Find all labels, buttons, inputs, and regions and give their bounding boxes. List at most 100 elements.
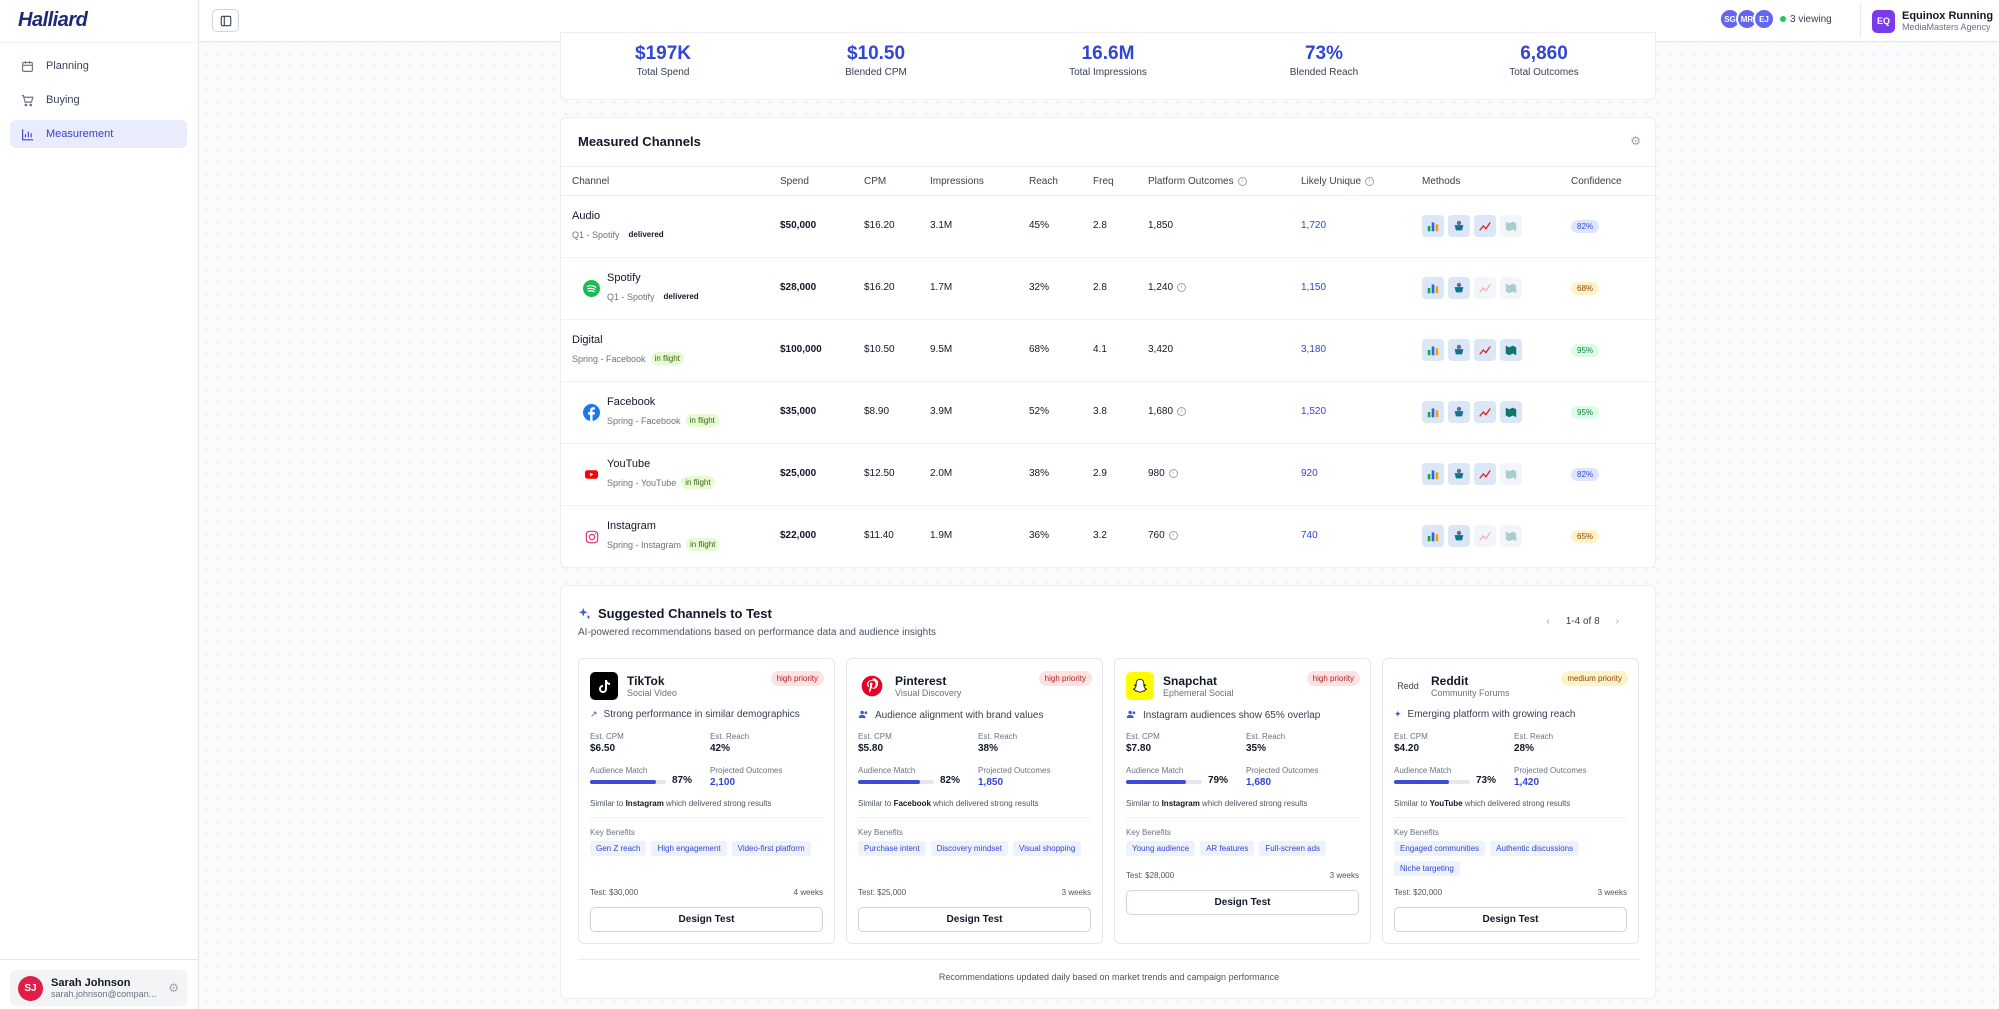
- line-chart-method-icon[interactable]: [1474, 525, 1496, 547]
- test-tube-method-icon[interactable]: [1448, 525, 1470, 547]
- cell-reach: 32%: [1029, 282, 1050, 293]
- cell-spend: $35,000: [780, 406, 817, 417]
- divider: [578, 959, 1640, 960]
- cell-impressions: 1.7M: [930, 282, 953, 293]
- key-benefits-label: Key Benefits: [858, 828, 903, 837]
- stat-label: Blended CPM: [845, 67, 907, 78]
- channel-name: Digital: [572, 334, 603, 346]
- column-header[interactable]: Channel: [572, 176, 610, 187]
- test-tube-method-icon[interactable]: [1448, 277, 1470, 299]
- cell-spend: $50,000: [780, 220, 817, 231]
- section-title: Suggested Channels to Test: [578, 606, 772, 621]
- test-tube-method-icon[interactable]: [1448, 463, 1470, 485]
- bar-chart-method-icon[interactable]: [1422, 401, 1444, 423]
- channel-campaign: Spring - Facebook in flight: [572, 352, 684, 365]
- gear-icon[interactable]: ⚙: [1630, 134, 1641, 148]
- cell-likely-unique[interactable]: 740: [1301, 530, 1318, 541]
- column-header-label: Platform Outcomes: [1148, 176, 1234, 187]
- cell-likely-unique[interactable]: 3,180: [1301, 344, 1327, 355]
- test-tube-method-icon[interactable]: [1448, 215, 1470, 237]
- table-row[interactable]: Spotify Q1 - Spotify delivered $28,000 $16.2…: [561, 258, 1657, 320]
- line-chart-method-icon[interactable]: [1474, 339, 1496, 361]
- platform-outcomes-value: 3,420: [1148, 344, 1174, 355]
- sidebar-item-buying[interactable]: Buying: [10, 86, 187, 114]
- cell-likely-unique[interactable]: 920: [1301, 468, 1318, 479]
- account-switcher[interactable]: EQ Equinox Running MediaMasters Agency: [1860, 4, 1994, 38]
- design-test-button[interactable]: Design Test: [1394, 907, 1627, 932]
- test-tube-method-icon[interactable]: [1448, 339, 1470, 361]
- table-row[interactable]: Instagram Spring - Instagram in flight $22,…: [561, 506, 1657, 568]
- divider: [1126, 817, 1359, 818]
- confidence-badge: 95%: [1571, 344, 1600, 357]
- confidence-badge: 82%: [1571, 220, 1600, 233]
- benefit-tag: Young audience: [1126, 841, 1196, 856]
- bar-chart-method-icon[interactable]: [1422, 215, 1444, 237]
- cell-likely-unique[interactable]: 1,520: [1301, 406, 1327, 417]
- design-test-button[interactable]: Design Test: [1126, 890, 1359, 915]
- table-row[interactable]: YouTube Spring - YouTube in flight $25,000 $…: [561, 444, 1657, 506]
- map-method-icon[interactable]: [1500, 525, 1522, 547]
- map-method-icon[interactable]: [1500, 277, 1522, 299]
- design-test-button[interactable]: Design Test: [590, 907, 823, 932]
- column-header[interactable]: Reach: [1029, 176, 1058, 187]
- active-viewers[interactable]: SG MR EJ 3 viewing: [1719, 8, 1832, 30]
- test-tube-method-icon[interactable]: [1448, 401, 1470, 423]
- info-icon[interactable]: i: [1168, 468, 1178, 478]
- bar-chart-method-icon[interactable]: [1422, 463, 1444, 485]
- sidebar-item-measurement[interactable]: Measurement: [10, 120, 187, 148]
- line-chart-method-icon[interactable]: [1474, 463, 1496, 485]
- user-profile[interactable]: SJ Sarah Johnson sarah.johnson@compan...…: [10, 970, 187, 1006]
- cell-impressions: 1.9M: [930, 530, 953, 541]
- chevron-right-icon[interactable]: ›: [1615, 616, 1619, 627]
- design-test-button[interactable]: Design Test: [858, 907, 1091, 932]
- column-header[interactable]: Freq: [1093, 176, 1114, 187]
- divider: [858, 817, 1091, 818]
- table-row[interactable]: Digital Spring - Facebook in flight $100,00…: [561, 320, 1657, 382]
- users-icon: [858, 709, 869, 722]
- divider: [0, 959, 199, 960]
- bar-chart-method-icon[interactable]: [1422, 525, 1444, 547]
- similar-channel: Instagram: [1161, 799, 1200, 808]
- info-icon[interactable]: i: [1177, 282, 1187, 292]
- info-icon[interactable]: i: [1177, 406, 1187, 416]
- info-icon[interactable]: i: [1365, 176, 1375, 186]
- table-row[interactable]: Facebook Spring - Facebook in flight $35,00…: [561, 382, 1657, 444]
- est-reach-label: Est. Reach: [1514, 732, 1554, 741]
- cell-likely-unique[interactable]: 1,150: [1301, 282, 1327, 293]
- map-method-icon[interactable]: [1500, 401, 1522, 423]
- brand-logo[interactable]: Halliard: [18, 9, 88, 32]
- column-header[interactable]: Platform Outcomes i: [1148, 176, 1247, 187]
- bar-chart-method-icon[interactable]: [1422, 339, 1444, 361]
- column-header[interactable]: CPM: [864, 176, 887, 187]
- map-method-icon[interactable]: [1500, 339, 1522, 361]
- line-chart-method-icon[interactable]: [1474, 277, 1496, 299]
- cell-cpm: $10.50: [864, 344, 895, 355]
- info-icon[interactable]: i: [1168, 530, 1178, 540]
- channel-type: Social Video: [627, 688, 677, 698]
- account-avatar: EQ: [1872, 9, 1895, 33]
- map-method-icon[interactable]: [1500, 215, 1522, 237]
- est-reach-label: Est. Reach: [978, 732, 1018, 741]
- cell-freq: 3.2: [1093, 530, 1107, 541]
- column-header[interactable]: Impressions: [930, 176, 984, 187]
- chevron-left-icon[interactable]: ‹: [1546, 616, 1550, 627]
- sidebar-item-planning[interactable]: Planning: [10, 52, 187, 80]
- stat-value: $10.50: [846, 43, 906, 64]
- map-method-icon[interactable]: [1500, 463, 1522, 485]
- stat-total-spend: $197K Total Spend: [563, 43, 763, 78]
- line-chart-method-icon[interactable]: [1474, 215, 1496, 237]
- sidebar-toggle-button[interactable]: [212, 9, 239, 32]
- similar-suffix: which delivered strong results: [666, 799, 772, 808]
- cell-freq: 2.8: [1093, 220, 1107, 231]
- table-row[interactable]: Audio Q1 - Spotify delivered $50,000 $16.20 3…: [561, 196, 1657, 258]
- cell-impressions: 9.5M: [930, 344, 953, 355]
- column-header[interactable]: Spend: [780, 176, 809, 187]
- line-chart-method-icon[interactable]: [1474, 401, 1496, 423]
- bar-chart-method-icon[interactable]: [1422, 277, 1444, 299]
- column-header[interactable]: Likely Unique i: [1301, 176, 1375, 187]
- cell-likely-unique[interactable]: 1,720: [1301, 220, 1327, 231]
- column-header[interactable]: Confidence: [1571, 176, 1622, 187]
- cell-spend: $25,000: [780, 468, 817, 479]
- info-icon[interactable]: i: [1237, 176, 1247, 186]
- gear-icon[interactable]: ⚙: [168, 981, 179, 995]
